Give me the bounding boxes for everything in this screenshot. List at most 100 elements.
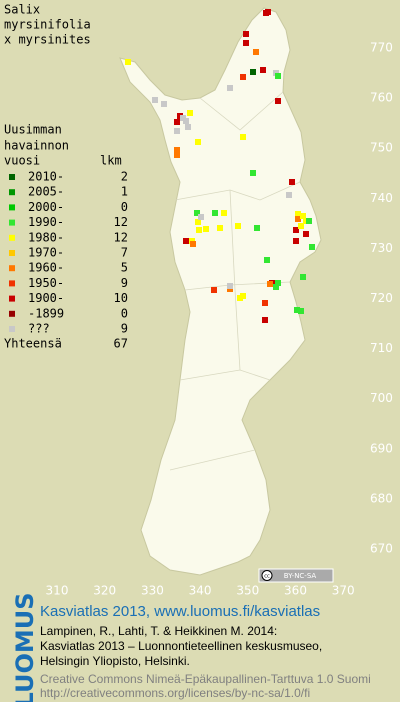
observation-point (275, 280, 281, 286)
legend-count: 12 (114, 230, 128, 244)
observation-point (174, 152, 180, 158)
legend-label: ??? (28, 322, 50, 336)
legend-swatch (9, 250, 15, 256)
observation-point (295, 216, 301, 222)
legend-total: 67 (114, 337, 128, 351)
observation-point (187, 110, 193, 116)
x-axis-label: 320 (93, 584, 116, 598)
y-axis-label: 730 (370, 241, 393, 255)
observation-point (275, 73, 281, 79)
legend-swatch (9, 265, 15, 272)
observation-point (227, 283, 233, 289)
observation-point (298, 223, 304, 229)
y-axis-label: 750 (370, 141, 393, 155)
y-axis-label: 770 (370, 41, 393, 55)
observation-point (286, 192, 292, 198)
observation-point (298, 308, 304, 314)
legend-count: 2 (121, 170, 128, 184)
region-borders (169, 91, 301, 471)
observation-point (190, 241, 196, 247)
observation-point (194, 210, 200, 216)
finland-outline (119, 7, 322, 576)
legend-count: 9 (121, 276, 128, 290)
y-axis-label: 680 (370, 491, 393, 505)
legend-label: 1990- (28, 215, 64, 229)
license: http://creativecommons.org/licenses/by-n… (40, 686, 310, 700)
observation-point (125, 59, 131, 65)
title: x myrsinites (4, 33, 91, 47)
observation-points (125, 9, 315, 323)
x-axis-label: 350 (236, 584, 259, 598)
observation-point (295, 211, 301, 217)
observation-point (262, 300, 268, 306)
legend-count: 1 (121, 185, 128, 199)
legend-label: 2005- (28, 185, 64, 199)
observation-point (300, 213, 306, 219)
legend-count: 9 (121, 322, 128, 336)
legend-label: 1970- (28, 246, 64, 260)
legend-label: 1960- (28, 261, 64, 275)
y-axis-label: 690 (370, 441, 393, 455)
observation-point (250, 69, 256, 75)
observation-point (152, 97, 158, 103)
observation-point (227, 85, 233, 91)
observation-point (198, 214, 204, 220)
observation-point (195, 219, 201, 225)
observation-point (174, 147, 180, 153)
observation-point (250, 170, 256, 176)
observation-point (293, 227, 299, 233)
observation-point (253, 49, 259, 55)
license: Creative Commons Nimeä-Epäkaupallinen-Ta… (40, 672, 371, 686)
y-axis-label: 700 (370, 391, 393, 405)
legend-label: 1950- (28, 276, 64, 290)
observation-point (294, 307, 300, 313)
observation-point (273, 284, 279, 290)
observation-point (303, 231, 309, 237)
legend-header: havainnon (4, 139, 69, 153)
observation-point (293, 238, 299, 244)
observation-point (212, 210, 218, 216)
observation-point (240, 74, 246, 80)
legend-swatch (9, 234, 15, 241)
legend-count: 5 (121, 261, 128, 275)
logo: LUOMUS (11, 593, 39, 702)
observation-point (221, 210, 227, 216)
x-axis-label: 340 (189, 584, 212, 598)
observation-point (183, 238, 189, 244)
legend-swatch (9, 219, 15, 226)
observation-point (243, 31, 249, 37)
cc-badge: cc BY-NC-SA (258, 568, 334, 583)
x-axis-label: 310 (46, 584, 69, 598)
legend-header: Uusimman (4, 123, 62, 137)
observation-point (309, 244, 315, 250)
y-axis-label: 720 (370, 291, 393, 305)
observation-point (195, 139, 201, 145)
legend-count: 0 (121, 306, 128, 320)
title: Salix (4, 3, 40, 17)
observation-point (306, 218, 312, 224)
citation: Kasviatlas 2013 – Luonnontieteellinen ke… (40, 639, 322, 653)
badge-text: BY-NC-SA (284, 572, 317, 580)
observation-point (174, 119, 180, 125)
observation-point (289, 179, 295, 185)
observation-point (196, 227, 202, 233)
legend-total-label: Yhteensä (4, 337, 62, 351)
legend-header: lkm (100, 154, 122, 168)
legend-swatch (9, 326, 15, 332)
title: myrsinifolia (4, 18, 91, 32)
x-axis-label: 370 (332, 584, 355, 598)
observation-point (237, 295, 243, 301)
footer-link: Kasviatlas 2013, www.luomus.fi/kasviatla… (40, 603, 320, 620)
observation-point (211, 287, 217, 293)
legend-label: 2010- (28, 170, 64, 184)
observation-point (161, 101, 167, 107)
legend-swatch (9, 189, 15, 196)
citation: Helsingin Yliopisto, Helsinki. (40, 654, 190, 668)
legend-swatch (9, 310, 15, 317)
legend-count: 10 (114, 291, 128, 305)
y-axis-label: 710 (370, 341, 393, 355)
y-axis-label: 740 (370, 191, 393, 205)
y-axis-label: 760 (370, 91, 393, 105)
